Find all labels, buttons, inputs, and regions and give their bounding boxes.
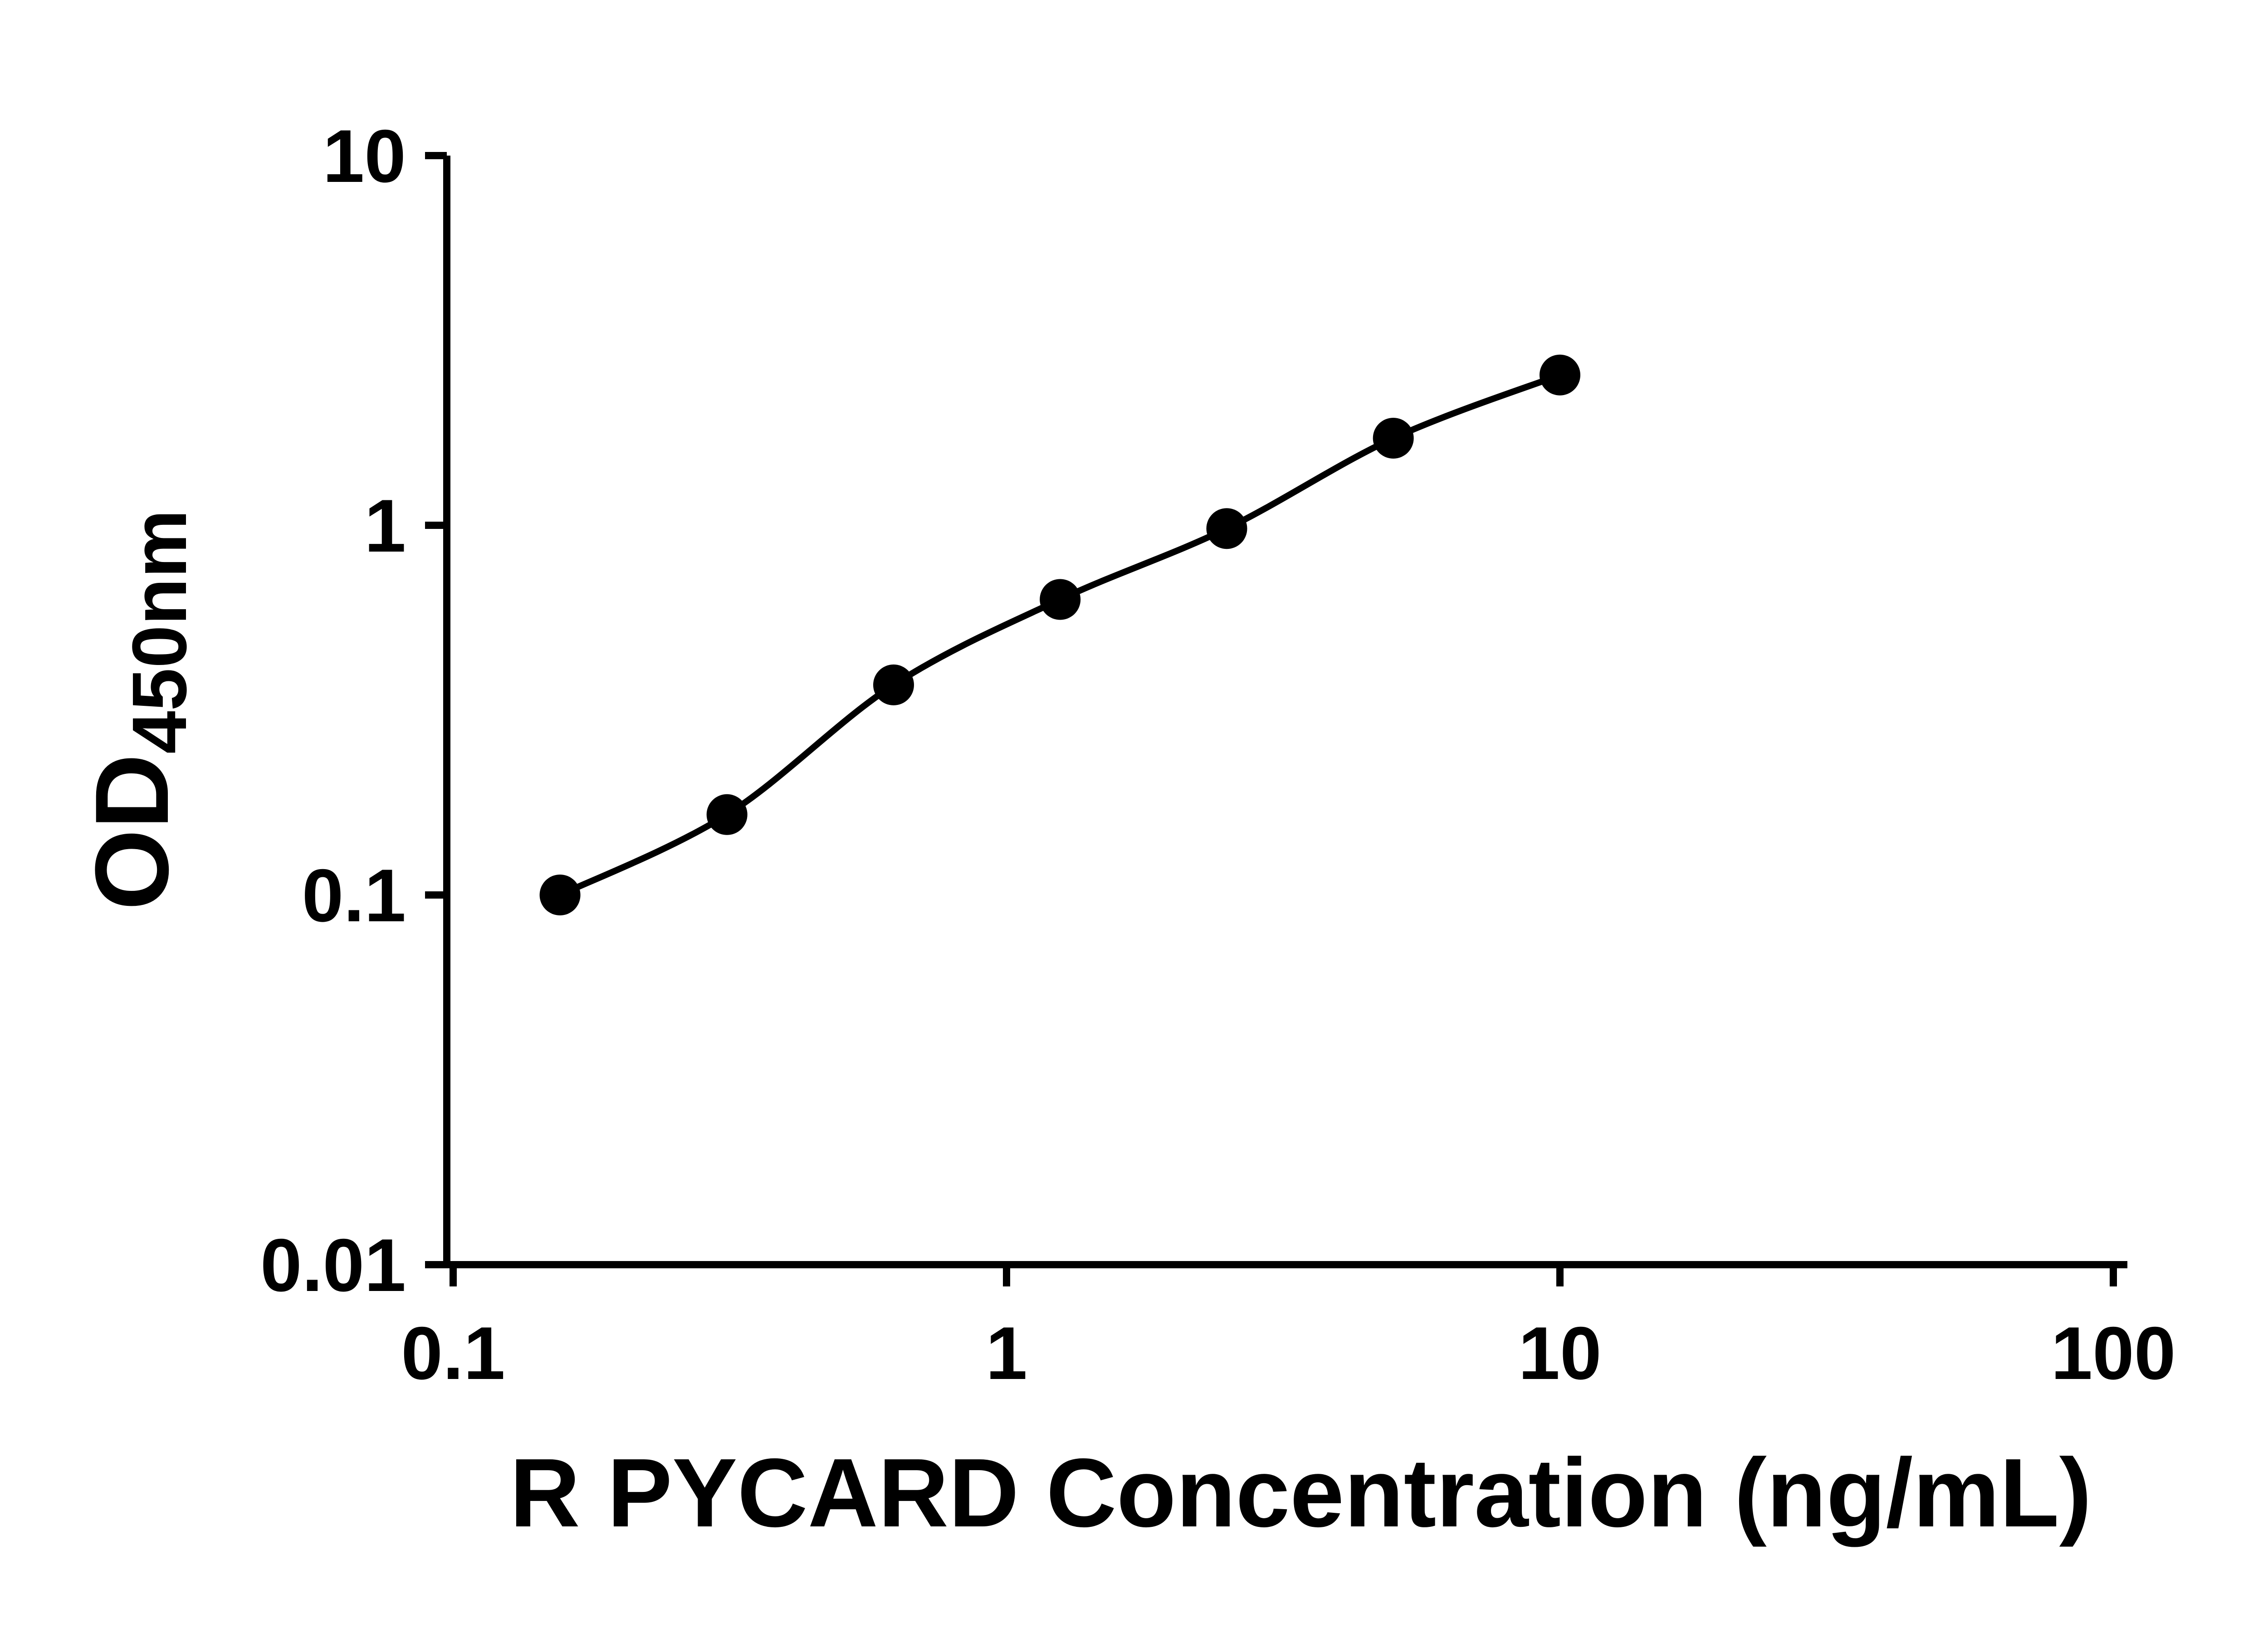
data-point [873,664,914,705]
axes-spine [443,156,2127,1268]
data-point [539,875,581,915]
data-point [1540,354,1580,396]
x-tick-label: 100 [2051,1311,2175,1395]
y-axis-title: OD450nm [73,509,203,910]
data-point [706,794,748,835]
x-axis-title: R PYCARD Concentration (ng/mL) [510,1438,2092,1547]
y-axis-title-main: OD [73,754,190,910]
x-tick-label: 0.1 [401,1311,505,1395]
y-axis-title-subscript: 450nm [117,509,203,754]
y-tick-label: 0.01 [260,1223,406,1307]
y-tick-label: 0.1 [302,854,406,937]
data-point [1373,418,1414,459]
x-tick-label: 1 [986,1311,1027,1395]
data-point [1206,508,1247,549]
y-tick-label: 10 [323,114,406,198]
x-tick-label: 10 [1518,1311,1602,1395]
data-point [1040,579,1081,620]
y-tick-label: 1 [364,484,406,567]
